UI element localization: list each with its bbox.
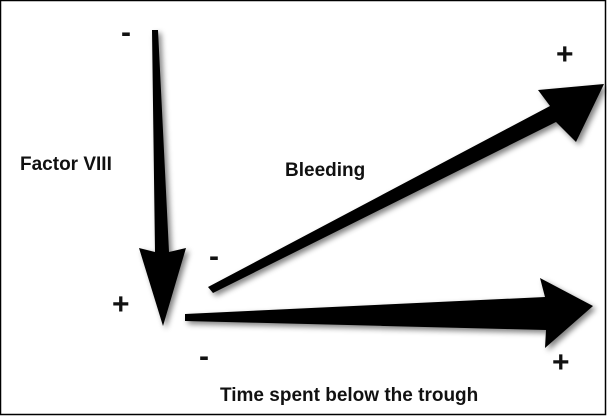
factor-start-sign: - — [121, 16, 131, 49]
time-start-sign: - — [199, 340, 209, 373]
factor-label: Factor VIII — [20, 154, 112, 175]
bleeding-end-sign: + — [556, 38, 574, 71]
time-end-sign: + — [552, 346, 570, 379]
factor-arrow — [139, 30, 186, 326]
bleeding-label: Bleeding — [285, 160, 365, 181]
factor-end-sign: + — [112, 288, 130, 321]
bleeding-arrow — [208, 84, 604, 293]
time-label: Time spent below the trough — [220, 385, 478, 406]
bleeding-start-sign: - — [209, 240, 219, 273]
time-arrow — [185, 278, 593, 348]
